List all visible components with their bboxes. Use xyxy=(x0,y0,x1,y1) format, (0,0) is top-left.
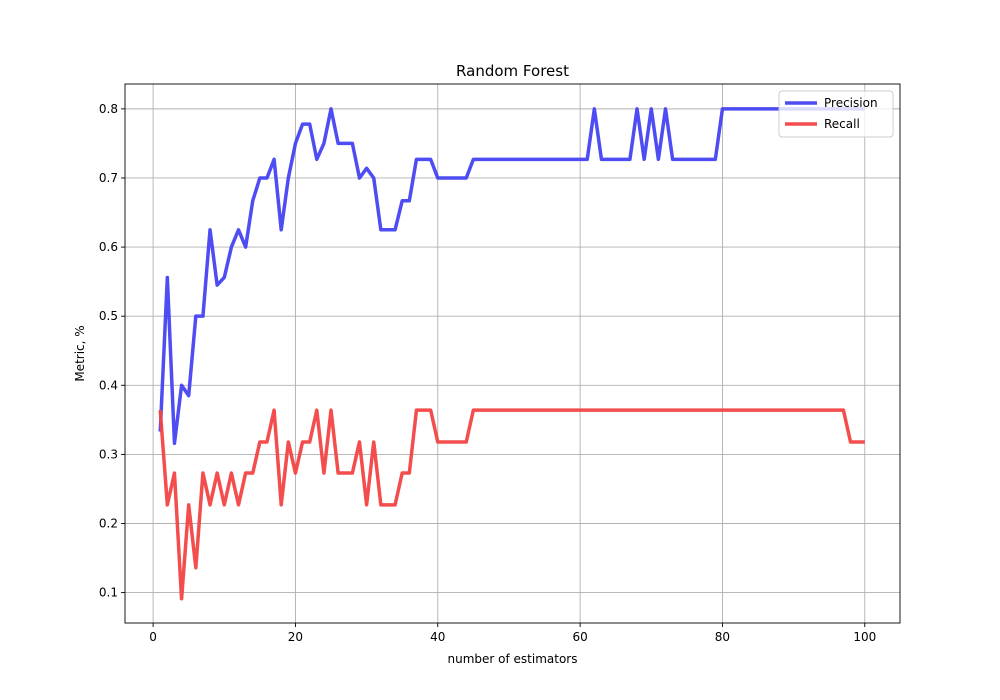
x-tick-label: 0 xyxy=(149,630,157,644)
y-tick-label: 0.6 xyxy=(99,240,118,254)
y-tick-label: 0.8 xyxy=(99,102,118,116)
grid xyxy=(125,84,900,623)
series-lines xyxy=(158,107,865,601)
y-tick-label: 0.2 xyxy=(99,516,118,530)
chart-title: Random Forest xyxy=(456,62,569,80)
legend-label-recall: Recall xyxy=(824,117,860,131)
y-tick-label: 0.7 xyxy=(99,171,118,185)
x-tick-label: 100 xyxy=(853,630,876,644)
x-axis-label: number of estimators xyxy=(448,652,578,666)
x-tick-label: 80 xyxy=(715,630,730,644)
x-tick-label: 60 xyxy=(572,630,587,644)
y-tick-label: 0.1 xyxy=(99,586,118,600)
y-axis-label: Metric, % xyxy=(73,325,87,381)
axis-ticks: 0 20 40 60 80 100 0.1 0.2 0.3 0.4 0.5 0.6 0.7 0.8 xyxy=(99,102,876,644)
series-line-precision xyxy=(158,107,865,446)
x-tick-label: 20 xyxy=(288,630,303,644)
y-tick-label: 0.3 xyxy=(99,447,118,461)
plot-frame xyxy=(124,83,901,624)
y-tick-label: 0.4 xyxy=(99,378,118,392)
y-tick-label: 0.5 xyxy=(99,309,118,323)
legend-label-precision: Precision xyxy=(824,96,878,110)
series-line-recall xyxy=(158,408,865,601)
legend: Precision Recall xyxy=(778,90,894,138)
x-tick-label: 40 xyxy=(430,630,445,644)
